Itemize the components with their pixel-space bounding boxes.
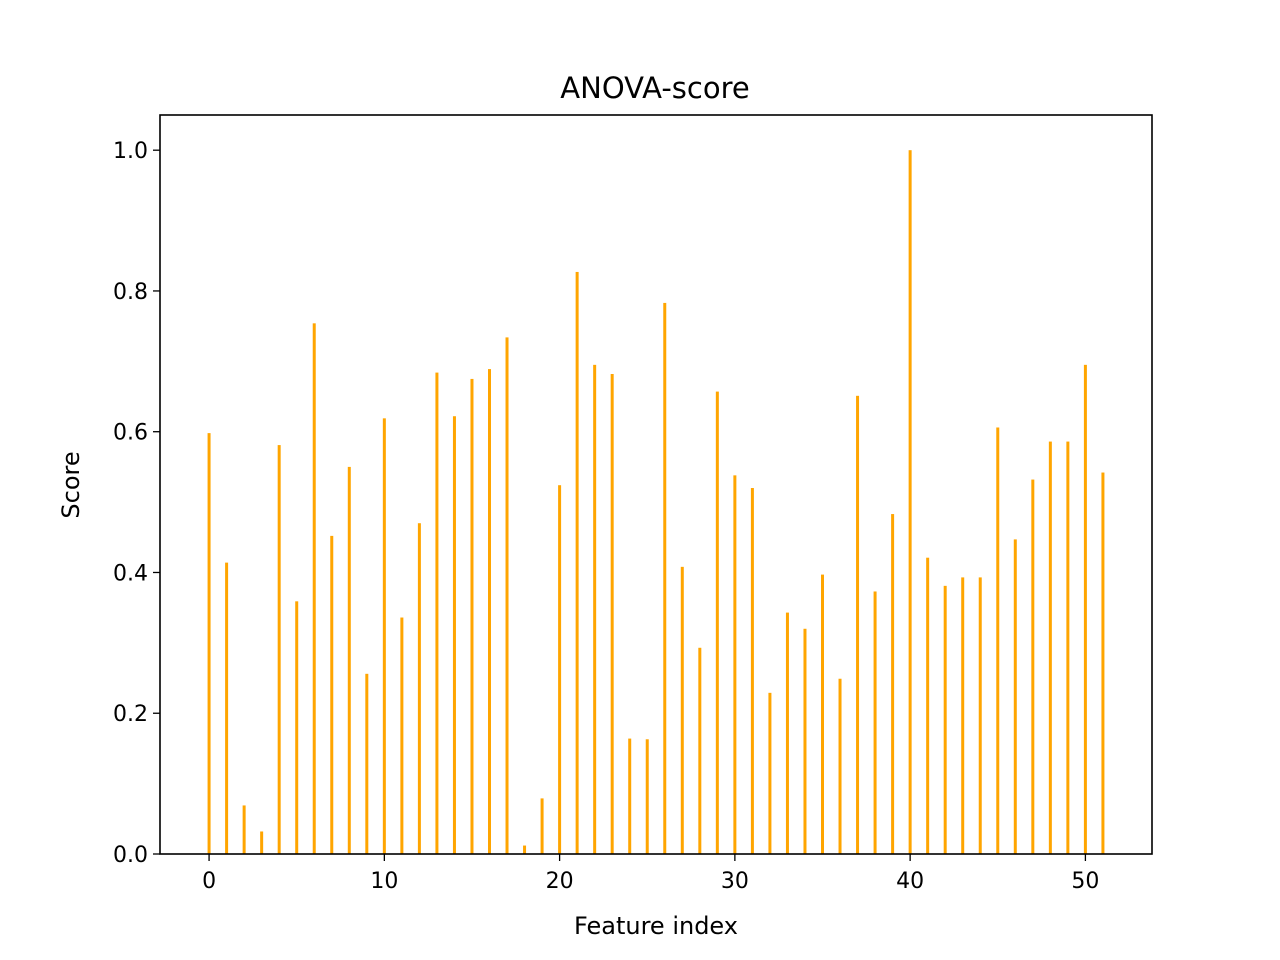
- bar-7: [330, 535, 334, 854]
- bar-30: [733, 475, 737, 854]
- bar-39: [891, 514, 895, 854]
- bar-31: [750, 488, 754, 854]
- x-axis-label: Feature index: [574, 912, 738, 940]
- bar-47: [1031, 479, 1035, 854]
- bar-8: [347, 466, 351, 854]
- bar-2: [242, 805, 246, 854]
- bar-50: [1083, 364, 1087, 854]
- bar-32: [768, 692, 772, 854]
- x-tick-label: 0: [202, 869, 216, 894]
- bar-41: [926, 557, 930, 854]
- bar-21: [575, 271, 579, 854]
- bar-38: [873, 591, 877, 854]
- bar-3: [260, 831, 264, 854]
- bar-26: [663, 302, 667, 854]
- bar-44: [978, 577, 982, 854]
- bar-5: [295, 601, 299, 854]
- bar-11: [400, 617, 404, 854]
- bar-43: [961, 577, 965, 854]
- bar-40: [908, 150, 912, 854]
- bar-4: [277, 445, 281, 854]
- y-tick-label: 1.0: [113, 139, 148, 164]
- bar-33: [785, 612, 789, 854]
- y-tick-label: 0.8: [113, 280, 148, 305]
- plot-frame: [159, 114, 1153, 855]
- bar-35: [821, 574, 824, 854]
- bar-24: [628, 738, 632, 854]
- bar-23: [610, 374, 614, 854]
- bar-0: [207, 433, 211, 854]
- bar-49: [1066, 441, 1070, 854]
- bar-1: [225, 562, 229, 854]
- x-tick-label: 20: [546, 869, 574, 894]
- y-tick-label: 0.0: [113, 843, 148, 868]
- bar-42: [943, 585, 947, 854]
- bar-6: [312, 323, 316, 855]
- bar-13: [435, 372, 439, 854]
- bar-group: [207, 150, 1105, 855]
- bar-45: [996, 427, 1000, 854]
- x-tick-label: 10: [370, 869, 398, 894]
- bar-37: [856, 395, 860, 854]
- bar-36: [838, 678, 842, 854]
- x-tick-label: 40: [896, 869, 924, 894]
- x-tick-label: 30: [721, 869, 749, 894]
- bar-46: [1013, 539, 1017, 854]
- bar-9: [365, 673, 369, 854]
- bar-20: [558, 485, 562, 854]
- bar-10: [382, 418, 386, 854]
- bar-28: [698, 647, 702, 854]
- bar-29: [715, 391, 719, 854]
- bar-51: [1101, 472, 1105, 854]
- bar-48: [1048, 441, 1052, 854]
- x-tick-label: 50: [1071, 869, 1099, 894]
- bar-18: [523, 845, 527, 854]
- y-tick-label: 0.6: [113, 421, 148, 446]
- bar-19: [540, 798, 544, 854]
- bar-22: [593, 364, 597, 854]
- y-axis: 0.0 0.2 0.4 0.6 0.8 1.0: [113, 139, 160, 868]
- bar-25: [645, 739, 649, 854]
- y-tick-label: 0.4: [113, 561, 148, 586]
- bar-34: [803, 628, 807, 854]
- chart-title: ANOVA-score: [560, 71, 749, 105]
- y-tick-label: 0.2: [113, 702, 148, 727]
- bar-16: [488, 369, 491, 854]
- bar-12: [417, 523, 421, 854]
- bar-27: [680, 566, 684, 854]
- x-axis: 0 10 20 30 40 50: [202, 854, 1099, 894]
- bar-14: [452, 416, 456, 854]
- y-axis-label: Score: [57, 451, 85, 518]
- bar-15: [470, 378, 474, 854]
- bar-17: [505, 337, 509, 854]
